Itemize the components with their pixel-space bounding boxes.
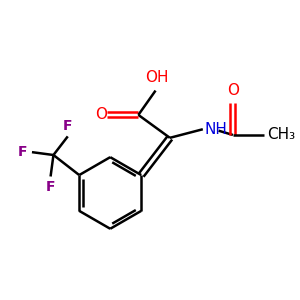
- Text: O: O: [95, 107, 107, 122]
- Text: F: F: [63, 119, 73, 133]
- Text: F: F: [46, 180, 55, 194]
- Text: CH₃: CH₃: [267, 128, 296, 142]
- Text: F: F: [17, 145, 27, 159]
- Text: O: O: [227, 83, 239, 98]
- Text: NH: NH: [204, 122, 227, 137]
- Text: OH: OH: [145, 70, 169, 86]
